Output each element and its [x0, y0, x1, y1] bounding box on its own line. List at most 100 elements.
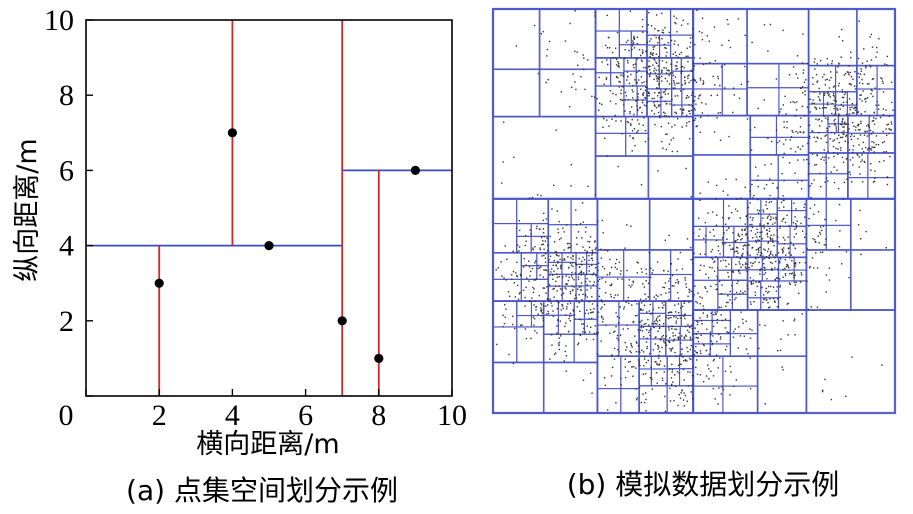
simulated-point	[643, 104, 646, 106]
simulated-point	[755, 281, 757, 283]
simulated-point	[727, 218, 730, 220]
simulated-point	[557, 228, 559, 230]
simulated-point	[836, 137, 838, 140]
simulated-point	[716, 94, 719, 96]
simulated-point	[582, 221, 585, 223]
simulated-point	[732, 336, 735, 338]
simulated-point	[698, 30, 701, 33]
simulated-point	[875, 117, 877, 120]
simulated-point	[854, 109, 857, 112]
simulated-point	[593, 272, 595, 274]
simulated-point	[701, 322, 703, 325]
simulated-point	[670, 384, 673, 387]
partition-box	[760, 213, 778, 227]
simulated-point	[870, 89, 872, 91]
simulated-point	[716, 311, 719, 313]
simulated-point	[711, 342, 714, 345]
simulated-point	[793, 318, 796, 320]
simulated-point	[617, 61, 619, 63]
simulated-point	[661, 69, 663, 72]
simulated-point	[567, 246, 570, 249]
simulated-point	[641, 111, 643, 114]
simulated-point	[766, 217, 769, 219]
simulated-point	[739, 290, 742, 292]
simulated-point	[677, 56, 679, 58]
simulated-point	[777, 268, 779, 270]
simulated-point	[584, 231, 587, 233]
simulated-point	[623, 103, 625, 106]
simulated-point	[711, 343, 713, 346]
simulated-point	[692, 68, 695, 70]
simulated-point	[882, 130, 884, 133]
simulated-point	[657, 111, 660, 114]
simulated-point	[793, 236, 796, 238]
simulated-point	[757, 281, 760, 283]
simulated-point	[676, 150, 679, 153]
simulated-point	[764, 269, 766, 272]
partition-box	[717, 279, 733, 295]
simulated-point	[881, 80, 884, 82]
simulated-point	[741, 254, 743, 256]
simulated-point	[666, 69, 668, 72]
simulated-point	[735, 250, 738, 252]
simulated-point	[638, 48, 641, 51]
simulated-point	[801, 145, 804, 147]
simulated-point	[668, 329, 670, 331]
simulated-point	[779, 349, 782, 352]
simulated-point	[769, 253, 772, 255]
simulated-point	[685, 55, 687, 58]
simulated-point	[670, 316, 672, 319]
simulated-point	[645, 329, 648, 331]
simulated-point	[511, 315, 514, 317]
simulated-point	[587, 59, 589, 61]
simulated-point	[675, 328, 678, 331]
simulated-point	[830, 76, 832, 79]
simulated-point	[573, 313, 576, 316]
simulated-point	[815, 163, 818, 166]
simulated-point	[655, 53, 658, 55]
simulated-point	[579, 271, 582, 274]
simulated-point	[841, 39, 844, 42]
simulated-point	[877, 108, 880, 110]
simulated-point	[749, 387, 752, 390]
simulated-point	[580, 263, 582, 266]
simulated-point	[722, 225, 724, 228]
simulated-point	[542, 240, 544, 242]
simulated-point	[742, 252, 744, 255]
simulated-point	[880, 77, 882, 79]
simulated-point	[847, 71, 849, 73]
partition-box	[596, 300, 640, 357]
simulated-point	[545, 305, 547, 307]
simulated-point	[535, 278, 537, 280]
simulated-point	[832, 94, 835, 97]
simulated-point	[531, 267, 534, 270]
simulated-point	[645, 105, 647, 107]
simulated-point	[674, 304, 676, 306]
simulated-point	[547, 270, 550, 272]
simulated-point	[860, 120, 862, 123]
partition-box	[746, 256, 808, 311]
simulated-point	[624, 247, 626, 249]
simulated-point	[882, 91, 885, 93]
simulated-point	[579, 223, 582, 225]
simulated-point	[630, 106, 633, 108]
simulated-point	[655, 319, 658, 321]
simulated-point	[680, 363, 682, 366]
simulated-point	[768, 230, 771, 232]
simulated-point	[747, 253, 749, 256]
simulated-point	[849, 83, 852, 85]
simulated-point	[733, 330, 735, 333]
simulated-point	[580, 289, 582, 291]
simulated-point	[555, 285, 557, 287]
simulated-point	[744, 34, 746, 36]
simulated-point	[606, 47, 609, 49]
simulated-point	[512, 323, 514, 326]
simulated-point	[770, 163, 772, 165]
simulated-point	[574, 263, 577, 265]
simulated-point	[624, 110, 626, 112]
simulated-point	[696, 359, 698, 361]
simulated-point	[675, 112, 678, 114]
simulated-point	[765, 201, 768, 203]
simulated-point	[655, 14, 658, 16]
simulated-point	[630, 344, 633, 347]
